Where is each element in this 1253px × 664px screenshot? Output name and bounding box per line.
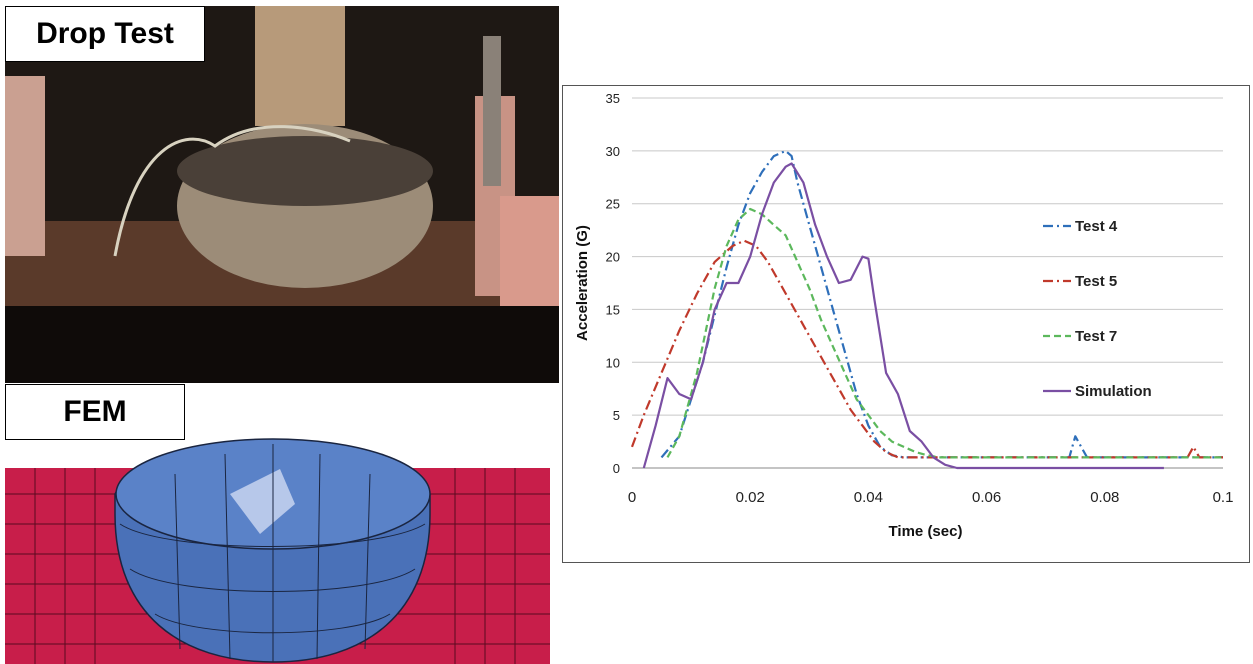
y-tick-label: 25 bbox=[606, 197, 620, 212]
x-tick-label: 0 bbox=[628, 489, 636, 506]
drop-test-label: Drop Test bbox=[5, 6, 205, 62]
legend-label: Test 5 bbox=[1075, 273, 1117, 290]
x-axis-title: Time (sec) bbox=[889, 523, 963, 540]
x-tick-label: 0.02 bbox=[736, 489, 765, 506]
drop-test-photo bbox=[5, 6, 559, 383]
x-tick-label: 0.1 bbox=[1213, 489, 1234, 506]
legend-label: Test 4 bbox=[1075, 218, 1118, 235]
series-line-test-7 bbox=[668, 209, 1224, 457]
x-tick-label: 0.04 bbox=[854, 489, 883, 506]
y-tick-label: 15 bbox=[606, 302, 620, 317]
drop-test-photo-drawing bbox=[5, 6, 559, 383]
x-tick-label: 0.08 bbox=[1090, 489, 1119, 506]
acceleration-chart-svg: 0 5 10 15 20 25 30 35 0 0.02 0.04 0.06 0.08 0.1 Time (… bbox=[563, 86, 1251, 564]
y-tick-label: 5 bbox=[613, 408, 620, 423]
fem-label: FEM bbox=[5, 384, 185, 440]
y-tick-label: 10 bbox=[606, 355, 620, 370]
legend-label: Simulation bbox=[1075, 383, 1152, 400]
acceleration-chart: 0 5 10 15 20 25 30 35 0 0.02 0.04 0.06 0.08 0.1 Time (… bbox=[562, 85, 1250, 563]
impactor-column bbox=[255, 6, 345, 126]
series-line-test-4 bbox=[662, 151, 1224, 458]
series-line-simulation bbox=[644, 164, 1164, 469]
x-tick-label: 0.06 bbox=[972, 489, 1001, 506]
y-tick-label: 20 bbox=[606, 250, 620, 265]
y-tick-label: 0 bbox=[613, 461, 620, 476]
left-clamp bbox=[5, 76, 45, 256]
y-axis-title: Acceleration (G) bbox=[574, 225, 591, 341]
y-tick-label: 35 bbox=[606, 91, 620, 106]
series-line-test-5 bbox=[632, 241, 1223, 458]
right-clamp-lower bbox=[500, 196, 559, 306]
legend-label: Test 7 bbox=[1075, 328, 1117, 345]
y-tick-label: 30 bbox=[606, 144, 620, 159]
